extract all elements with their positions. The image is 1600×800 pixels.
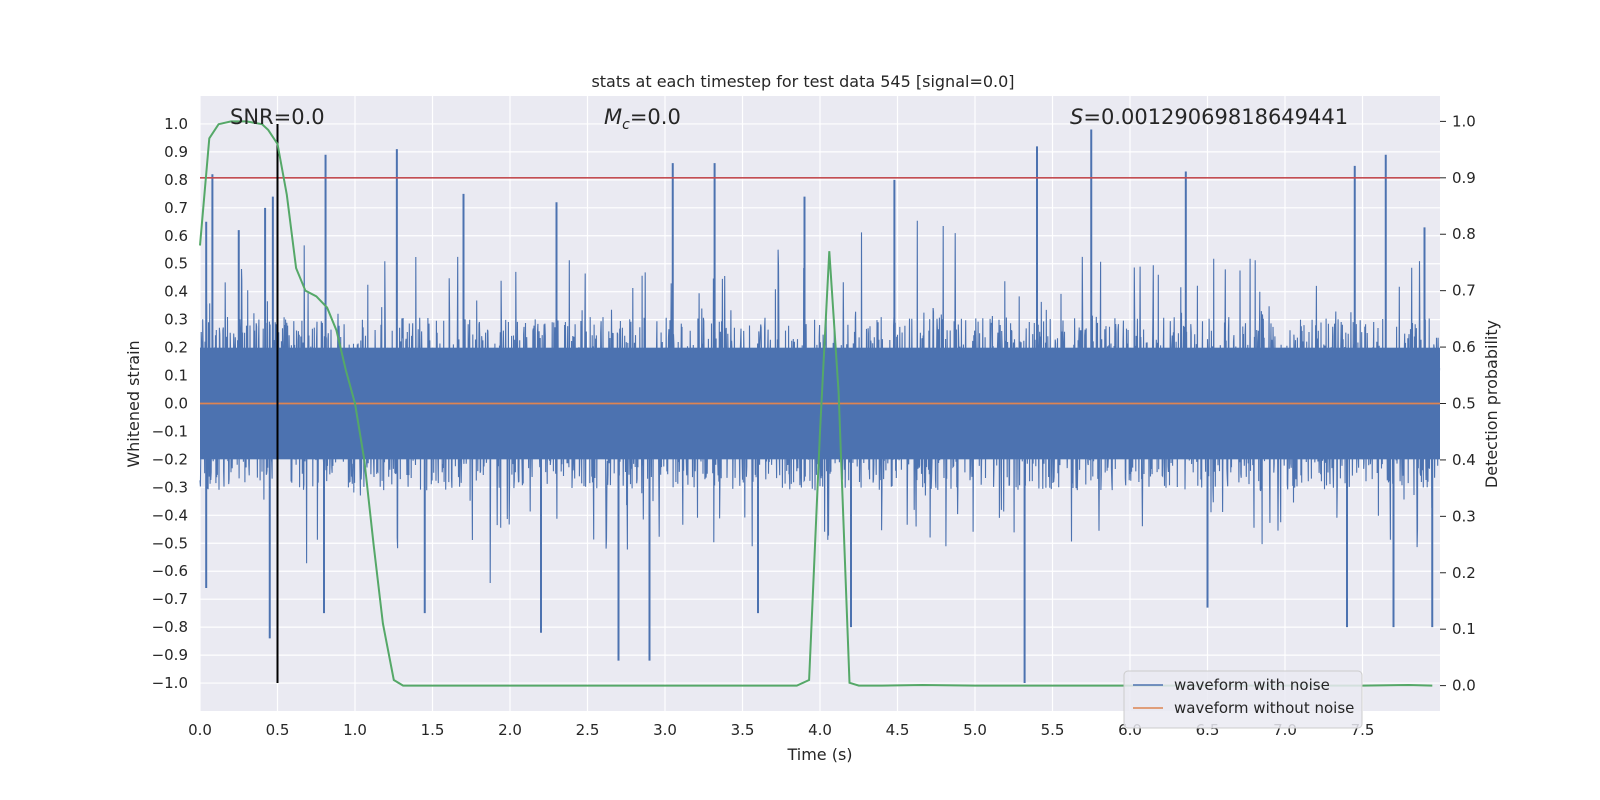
y2-tick-label: 0.8 [1452,225,1476,243]
y-tick-label: −0.6 [152,562,188,580]
y-tick-label: −0.4 [152,506,188,524]
y-tick-label: 0.4 [164,283,188,301]
s-value: =0.00129069818649441 [1083,105,1348,129]
y-tick-label: −0.2 [152,450,188,468]
x-axis-label: Time (s) [786,745,852,764]
x-tick-label: 3.5 [731,721,755,739]
x-tick-label: 5.5 [1041,721,1065,739]
y-tick-label: −1.0 [152,674,188,692]
x-tick-label: 1.0 [343,721,367,739]
x-tick-label: 5.0 [963,721,987,739]
x-tick-label: 2.0 [498,721,522,739]
y-tick-label: 1.0 [164,115,188,133]
y2-axis-ticks: 1.0 0.9 0.8 0.7 0.6 0.5 0.4 0.3 0.2 0.1 0.0 [1440,112,1476,695]
legend: waveform with noise waveform without noi… [1123,670,1363,729]
x-tick-label: 3.0 [653,721,677,739]
chirp-mass-value: =0.0 [630,105,681,129]
y-tick-label: −0.8 [152,618,188,636]
chirp-mass-symbol: M [604,105,622,129]
y2-tick-label: 0.1 [1452,620,1476,638]
s-annotation: S=0.00129069818649441 [1070,105,1348,129]
x-tick-label: 2.5 [576,721,600,739]
snr-annotation: SNR=0.0 [230,105,325,129]
s-symbol: S [1070,105,1083,129]
chart-title: stats at each timestep for test data 545… [591,72,1014,91]
y2-axis-label: Detection probability [1482,320,1501,488]
y-tick-label: −0.9 [152,646,188,664]
y-tick-label: 0.8 [164,171,188,189]
x-tick-label: 4.0 [808,721,832,739]
y-tick-label: 0.7 [164,199,188,217]
x-tick-label: 0.5 [266,721,290,739]
y2-tick-label: 0.6 [1452,338,1476,356]
y2-tick-label: 0.9 [1452,169,1476,187]
y-tick-label: 0.0 [164,395,188,413]
chirp-mass-subscript: c [622,117,630,133]
y-tick-label: 0.3 [164,311,188,329]
y-axis-ticks: 1.0 0.9 0.8 0.7 0.6 0.5 0.4 0.3 0.2 0.1 0.0 −0.1 −0.… [152,115,188,692]
y-tick-label: −0.1 [152,422,188,440]
x-tick-label: 0.0 [188,721,212,739]
overlay-series [199,120,1440,687]
y-axis-label: Whitened strain [124,340,143,467]
y-tick-label: 0.2 [164,339,188,357]
legend-label-noise: waveform with noise [1174,676,1330,694]
y2-tick-label: 0.4 [1452,451,1476,469]
legend-label-clean: waveform without noise [1174,699,1354,717]
y2-tick-label: 0.7 [1452,282,1476,300]
y-tick-label: 0.1 [164,367,188,385]
x-tick-label: 1.5 [421,721,445,739]
detection-probability-line [199,120,1433,687]
x-tick-label: 4.5 [886,721,910,739]
y2-tick-label: 0.5 [1452,395,1476,413]
y-tick-label: 0.6 [164,227,188,245]
y-tick-label: 0.9 [164,143,188,161]
chirp-mass-annotation: Mc=0.0 [604,105,681,133]
y-tick-label: 0.5 [164,255,188,273]
y-tick-label: −0.3 [152,478,188,496]
y2-tick-label: 1.0 [1452,112,1476,130]
y-tick-label: −0.5 [152,534,188,552]
y-tick-label: −0.7 [152,590,188,608]
y2-tick-label: 0.0 [1452,677,1476,695]
y2-tick-label: 0.3 [1452,507,1476,525]
legend-box [1123,670,1363,729]
y2-tick-label: 0.2 [1452,564,1476,582]
